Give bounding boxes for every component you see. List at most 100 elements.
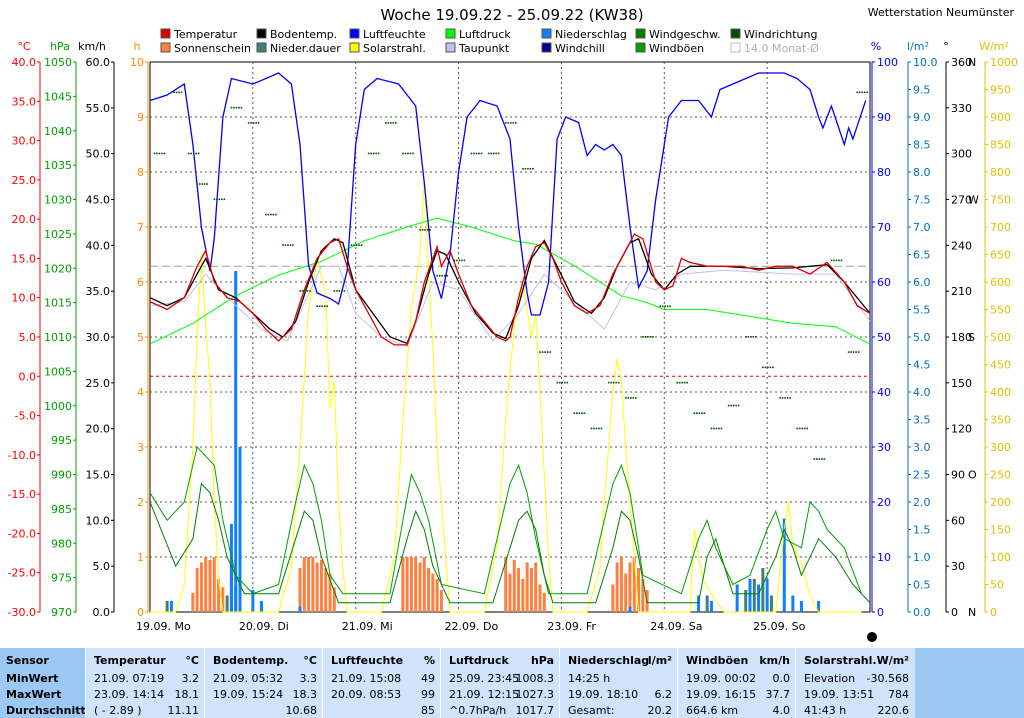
solar-axis-tick-label: 150: [990, 524, 1011, 537]
bar-sonnenschein: [315, 562, 319, 612]
wind-direction-dot: [153, 152, 156, 155]
wind-direction-dot: [735, 404, 737, 407]
stats-value-solar: 784: [888, 688, 909, 701]
bar-sonnenschein: [409, 557, 413, 612]
x-tick-label: 20.09. Di: [239, 620, 289, 633]
temp-axis-tick-label: -20.0: [8, 527, 36, 540]
wind-direction-dot: [803, 427, 806, 430]
stats-value-temp: 18.1: [174, 688, 200, 701]
stats-unit-solar: W/m²: [876, 654, 909, 667]
legend-label: Bodentemp.: [270, 28, 337, 41]
wind-direction-dot: [341, 290, 343, 292]
wind-direction-dot: [156, 152, 158, 155]
precip-axis-tick-label: 5.0: [913, 331, 931, 344]
temp-axis-unit: °C: [17, 40, 31, 53]
stats-time-hum: 21.09. 15:08: [331, 672, 402, 685]
wind-direction-dot: [598, 427, 600, 430]
record-indicator-icon: [867, 632, 877, 642]
bar-sonnenschein: [328, 573, 332, 612]
wind-direction-dot: [630, 397, 632, 399]
wind-direction-dot: [492, 152, 495, 155]
wind-axis-tick-label: 60.0: [86, 56, 111, 69]
bar-sonnenschein: [628, 562, 632, 612]
stats-value-press: 1017.7: [515, 704, 555, 717]
stats-table: Sensor MinWert MaxWert Durchschnitt Temp…: [0, 648, 1024, 718]
precip-axis-tick-label: 8.5: [913, 139, 931, 152]
solar-axis-tick-label: 700: [990, 221, 1011, 234]
direction-axis-tick-label: 270: [951, 194, 972, 207]
compass-label: O: [968, 469, 977, 482]
direction-axis-unit: °: [943, 40, 949, 53]
wind-direction-dot: [375, 152, 377, 155]
wind-axis-tick-label: 5.0: [93, 560, 111, 573]
wind-direction-dot: [402, 152, 404, 155]
bar-niederschlag: [697, 595, 701, 612]
stats-header-gust: Windböen: [686, 654, 749, 667]
stats-time-soil: 21.09. 05:32: [213, 672, 284, 685]
wind-direction-dot: [747, 336, 750, 338]
stats-time-solar: Elevation: [804, 672, 856, 685]
wind-direction-dot: [703, 412, 706, 414]
temp-axis-tick-label: 25.0: [12, 174, 37, 187]
bar-sonnenschein: [302, 557, 306, 612]
wind-direction-dot: [318, 305, 321, 308]
wind-direction-dot: [767, 366, 769, 369]
wind-direction-dot: [852, 351, 855, 353]
wind-direction-dot: [336, 290, 338, 292]
precip-axis-tick-label: 0.0: [913, 606, 931, 619]
solar-axis-tick-label: 350: [990, 414, 1011, 427]
wind-direction-dot: [316, 305, 319, 308]
wind-direction-dot: [644, 336, 647, 338]
legend-label: Windchill: [555, 42, 605, 55]
wind-direction-dot: [490, 152, 492, 155]
hours-axis-unit: h: [134, 40, 141, 53]
wind-direction-dot: [863, 91, 866, 94]
wind-direction-dot: [561, 381, 564, 384]
bar-niederschlag: [169, 601, 173, 612]
wind-direction-dot: [392, 122, 395, 124]
legend-label: Taupunkt: [458, 42, 510, 55]
stats-header-hum: Luftfeuchte: [331, 654, 404, 667]
bar-niederdauer: [752, 579, 756, 612]
solar-axis-tick-label: 800: [990, 166, 1011, 179]
wind-direction-dot: [505, 122, 507, 124]
temp-axis-tick-label: 40.0: [12, 56, 37, 69]
direction-axis-tick-label: 360: [951, 56, 972, 69]
bar-niederdauer: [744, 590, 748, 612]
wind-direction-dot: [192, 152, 195, 155]
precip-axis-tick-label: 9.0: [913, 111, 931, 124]
precip-axis-tick-label: 8.0: [913, 166, 931, 179]
wind-direction-dot: [850, 351, 852, 353]
wind-direction-dot: [720, 427, 723, 430]
wind-direction-dot: [395, 122, 397, 124]
pressure-axis-tick-label: 970: [51, 606, 72, 619]
legend-label: Luftdruck: [459, 28, 511, 41]
axes: 19.09. Mo 20.09. Di 21.09. Mi 22.09. Do 23.0…: [8, 40, 1018, 633]
wind-direction-dot: [544, 351, 546, 353]
wind-direction-dot: [187, 152, 190, 155]
wind-direction-dot: [326, 305, 329, 308]
bar-niederschlag: [259, 601, 263, 612]
stats-value-press: 1027.3: [515, 688, 555, 701]
solar-axis-tick-label: 950: [990, 84, 1011, 97]
pressure-axis-tick-label: 1020: [44, 262, 72, 275]
wind-direction-dot: [789, 397, 791, 399]
precip-axis-tick-label: 1.5: [913, 524, 931, 537]
bar-sonnenschein: [298, 568, 302, 612]
wind-direction-dot: [593, 427, 595, 430]
wind-direction-dot: [235, 106, 238, 109]
legend-label: 14.0 Monat-Ø: [744, 42, 819, 55]
wind-direction-dot: [718, 427, 720, 430]
wind-direction-dot: [198, 183, 201, 185]
legend-swatch: [635, 28, 646, 39]
stats-header-press: Luftdruck: [449, 654, 509, 667]
temp-axis-tick-label: 10.0: [12, 292, 37, 305]
x-tick-label: 25.09. So: [753, 620, 805, 633]
legend-label: Windböen: [649, 42, 704, 55]
wind-direction-dot: [453, 259, 456, 262]
legend-label: Temperatur: [173, 28, 238, 41]
legend-swatch: [256, 28, 267, 39]
bar-sonnenschein: [529, 568, 533, 612]
wind-direction-dot: [426, 229, 429, 231]
stats-unit-press: hPa: [530, 654, 554, 667]
